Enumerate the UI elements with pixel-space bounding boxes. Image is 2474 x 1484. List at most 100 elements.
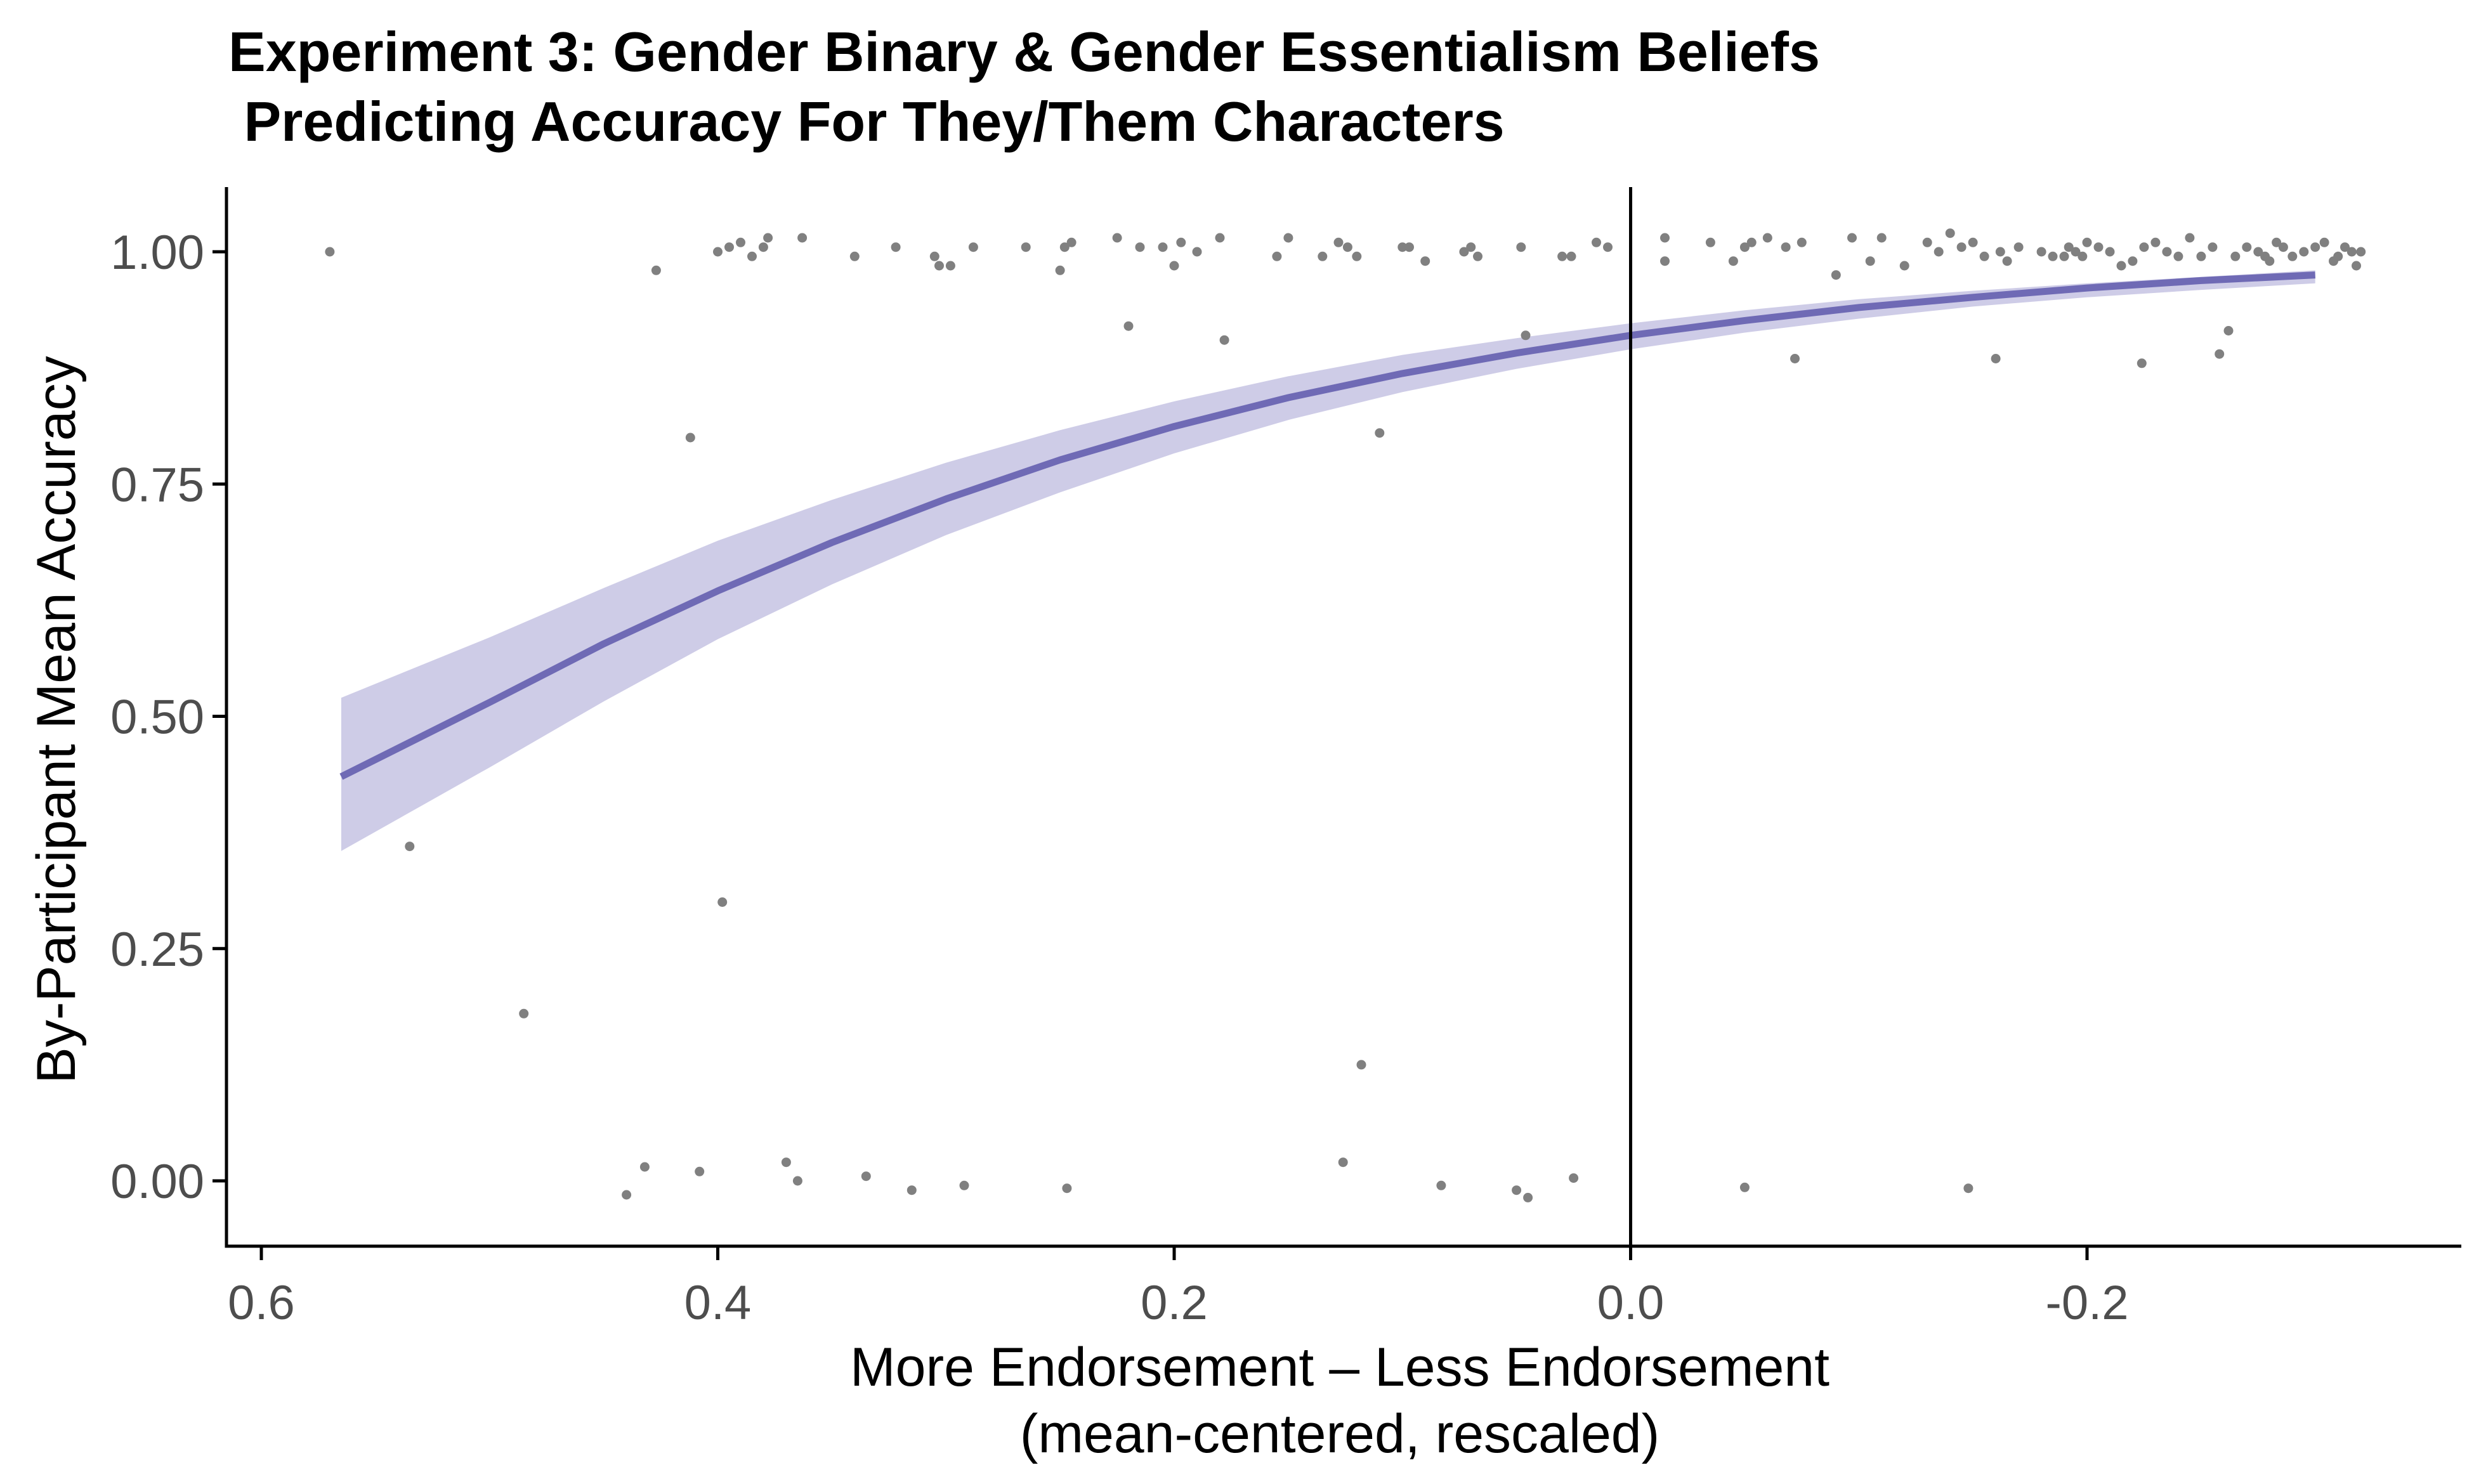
data-point xyxy=(1062,1183,1072,1194)
data-point xyxy=(519,1008,529,1019)
data-point xyxy=(724,242,734,252)
data-point xyxy=(934,261,944,271)
data-point xyxy=(1739,242,1750,252)
data-point xyxy=(1215,233,1225,243)
data-point xyxy=(1436,1180,1446,1190)
data-point xyxy=(1995,247,2005,257)
data-point xyxy=(2208,242,2218,252)
data-point xyxy=(1352,251,1362,261)
data-point xyxy=(2352,261,2361,271)
data-point xyxy=(1404,242,1414,252)
data-point xyxy=(906,1185,917,1195)
data-point xyxy=(2093,242,2104,252)
data-point xyxy=(2185,233,2195,243)
data-point xyxy=(2173,251,2183,261)
data-point xyxy=(792,1176,802,1186)
data-point xyxy=(1762,233,1772,243)
data-point xyxy=(2278,242,2288,252)
data-point xyxy=(1021,242,1031,252)
data-point xyxy=(325,247,335,257)
data-point xyxy=(2242,242,2252,252)
data-point xyxy=(1934,247,1944,257)
data-point xyxy=(1569,1173,1579,1183)
data-point xyxy=(1979,251,1989,261)
data-point xyxy=(2162,247,2172,257)
data-point xyxy=(929,251,939,261)
data-point xyxy=(1566,251,1576,261)
data-point xyxy=(2064,242,2074,252)
data-point xyxy=(797,233,808,243)
data-point xyxy=(2002,256,2012,266)
data-point xyxy=(736,237,745,247)
data-point xyxy=(2196,251,2206,261)
data-point xyxy=(639,1162,650,1172)
data-point xyxy=(717,897,728,907)
data-point xyxy=(849,251,860,261)
data-point xyxy=(2139,242,2149,252)
x-axis-label-line-1: More Endorsement – Less Endorsement xyxy=(850,1337,1829,1398)
data-point xyxy=(2036,247,2046,257)
data-point xyxy=(713,247,723,257)
data-point xyxy=(1899,261,1909,271)
data-point xyxy=(758,242,768,252)
data-point xyxy=(1660,233,1670,243)
x-tick-label: -0.2 xyxy=(2046,1276,2129,1330)
data-point xyxy=(959,1180,969,1190)
x-tick-label: 0.6 xyxy=(228,1276,295,1330)
x-tick-label: 0.2 xyxy=(1141,1276,1208,1330)
data-point xyxy=(1831,270,1841,280)
data-point xyxy=(2272,237,2282,247)
data-point xyxy=(2223,326,2234,335)
confidence-ribbon xyxy=(341,270,2315,851)
data-point xyxy=(1956,242,1967,252)
data-point xyxy=(1338,1157,1348,1168)
data-point xyxy=(1158,242,1168,252)
data-point xyxy=(1192,247,1202,257)
data-point xyxy=(2253,247,2263,257)
data-point xyxy=(2082,237,2092,247)
data-point xyxy=(2299,247,2309,257)
data-point xyxy=(2059,251,2069,261)
data-point xyxy=(685,433,695,443)
data-point xyxy=(1112,233,1122,243)
data-point xyxy=(1705,237,1715,247)
data-point xyxy=(2137,358,2147,368)
data-point xyxy=(1876,233,1887,243)
data-point xyxy=(2333,251,2343,261)
data-point xyxy=(861,1171,871,1181)
data-point xyxy=(1523,1192,1533,1202)
data-point xyxy=(2116,261,2126,271)
x-tick-label: 0.4 xyxy=(684,1276,752,1330)
data-point xyxy=(1790,354,1800,363)
data-point xyxy=(1123,321,1134,331)
data-point xyxy=(1521,330,1531,341)
data-point xyxy=(1968,237,1978,247)
data-point xyxy=(1963,1183,1973,1194)
data-point xyxy=(2215,349,2225,359)
data-point xyxy=(1059,242,1070,252)
data-point xyxy=(622,1190,632,1200)
confidence-ribbon-layer xyxy=(341,270,2315,851)
data-point xyxy=(747,251,757,261)
x-tick-label: 0.0 xyxy=(1597,1276,1665,1330)
data-point xyxy=(1356,1060,1366,1070)
data-point xyxy=(1592,237,1601,247)
fit-line-layer xyxy=(339,271,2315,780)
data-point xyxy=(891,242,901,252)
data-point xyxy=(1272,251,1282,261)
data-point xyxy=(2340,242,2350,252)
data-point xyxy=(2230,251,2241,261)
data-point xyxy=(695,1166,705,1176)
data-point xyxy=(2105,247,2115,257)
data-point xyxy=(2265,256,2275,266)
chart-title-line-1: Experiment 3: Gender Binary & Gender Ess… xyxy=(228,20,1820,83)
data-point xyxy=(945,261,955,271)
y-tick-label: 0.25 xyxy=(110,923,204,977)
data-point xyxy=(1420,256,1430,266)
data-point xyxy=(1603,242,1613,252)
y-tick-label: 0.00 xyxy=(110,1155,204,1209)
data-point xyxy=(2287,251,2298,261)
data-point xyxy=(1219,335,1229,345)
data-point xyxy=(1797,237,1807,247)
